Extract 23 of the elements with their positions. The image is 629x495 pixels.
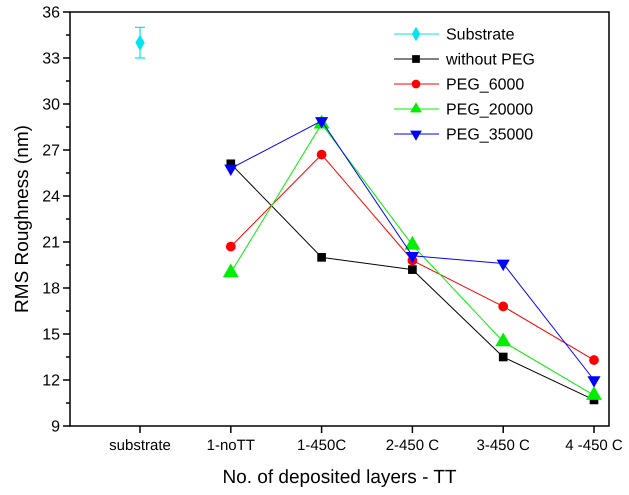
y-tick-label: 30 (42, 96, 60, 114)
x-tick-label: 1-noTT (206, 437, 255, 454)
y-tick-label: 15 (42, 326, 60, 344)
y-tick-label: 9 (51, 418, 60, 436)
y-tick-label: 27 (42, 142, 60, 160)
x-axis-title: No. of deposited layers - TT (222, 467, 457, 488)
y-axis-title: RMS Roughness (nm) (12, 125, 33, 313)
x-tick-label: substrate (109, 437, 171, 454)
x-tick-label: 1-450C (297, 437, 346, 454)
y-tick-label: 21 (42, 234, 60, 252)
y-tick-label: 18 (42, 280, 60, 298)
x-tick-label: 4 -450 C (565, 437, 623, 454)
x-tick-label: 2-450 C (386, 437, 440, 454)
y-tick-label: 24 (42, 188, 60, 206)
legend-label: Substrate (446, 26, 515, 44)
legend-label: PEG_35000 (446, 126, 534, 144)
legend-label: PEG_20000 (446, 102, 534, 119)
x-tick-label: 3-450 C (476, 437, 530, 454)
legend-label: PEG_6000 (446, 76, 524, 94)
y-tick-label: 12 (42, 372, 60, 390)
y-tick-label: 33 (42, 50, 60, 68)
legend-label: without PEG (445, 52, 535, 69)
y-tick-label: 36 (42, 4, 60, 22)
